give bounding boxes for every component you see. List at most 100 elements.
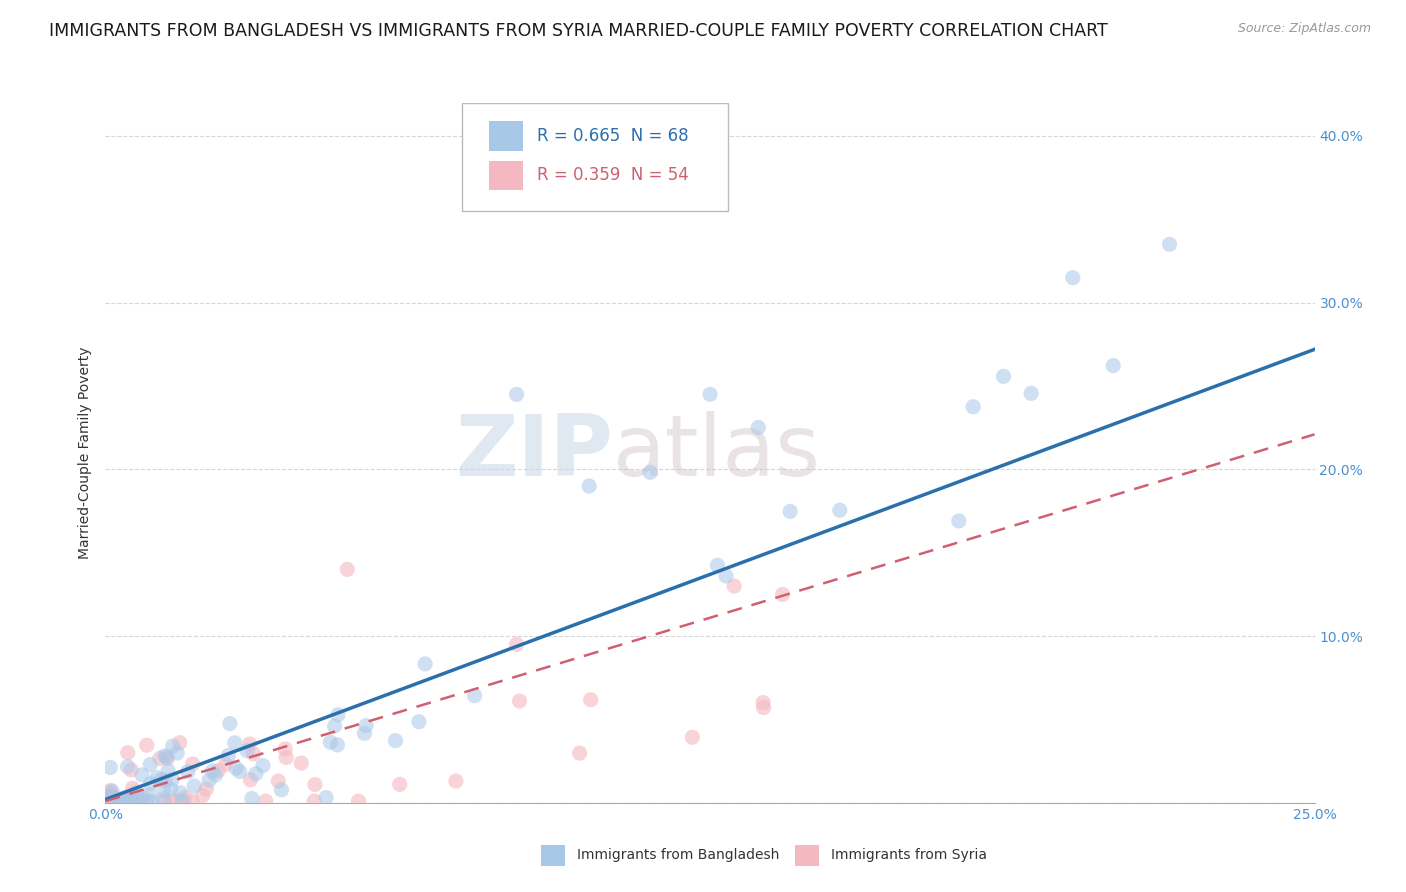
Point xyxy=(108,794,131,808)
Point xyxy=(747,420,769,434)
FancyBboxPatch shape xyxy=(463,103,728,211)
Point xyxy=(752,696,775,710)
Point xyxy=(153,773,176,788)
Point xyxy=(183,779,205,793)
Point xyxy=(201,764,224,778)
Point xyxy=(98,794,121,808)
Point xyxy=(131,768,153,782)
Point xyxy=(245,766,267,780)
Point xyxy=(139,757,162,772)
Point xyxy=(290,756,312,770)
Point xyxy=(101,789,124,803)
Point xyxy=(779,504,801,518)
Point xyxy=(681,731,703,745)
Text: atlas: atlas xyxy=(613,411,821,494)
Point xyxy=(98,794,121,808)
Point xyxy=(714,569,737,583)
Point xyxy=(578,479,600,493)
Point xyxy=(267,774,290,789)
Point xyxy=(132,790,155,805)
Point xyxy=(172,794,194,808)
Text: Immigrants from Syria: Immigrants from Syria xyxy=(831,848,987,863)
Point xyxy=(101,794,124,808)
Point xyxy=(236,744,259,758)
Point xyxy=(408,714,430,729)
Point xyxy=(98,794,121,808)
Point xyxy=(169,736,191,750)
Point xyxy=(166,794,188,808)
Point xyxy=(276,750,298,764)
Point xyxy=(98,794,121,808)
Point xyxy=(117,746,139,760)
Point xyxy=(388,777,411,791)
Point xyxy=(152,791,174,805)
Point xyxy=(139,777,162,791)
Point xyxy=(217,748,239,763)
Point xyxy=(138,788,160,802)
Point xyxy=(207,764,229,778)
Point xyxy=(204,768,226,782)
Point xyxy=(120,789,142,803)
Point xyxy=(239,737,262,751)
Point xyxy=(146,771,169,785)
Point xyxy=(254,794,277,808)
Point xyxy=(98,783,121,797)
Point xyxy=(162,739,184,753)
Point xyxy=(136,794,159,808)
Point xyxy=(153,748,176,763)
Point xyxy=(115,794,138,808)
Point xyxy=(384,733,406,747)
Point xyxy=(98,786,121,800)
Point xyxy=(120,763,142,777)
Point xyxy=(127,789,149,803)
Point xyxy=(114,790,136,805)
Point xyxy=(149,751,172,765)
Point xyxy=(413,657,436,671)
Point xyxy=(101,784,124,798)
Point xyxy=(111,794,134,808)
Point xyxy=(224,736,246,750)
Point xyxy=(174,790,197,805)
Point xyxy=(157,764,180,778)
Text: ZIP: ZIP xyxy=(456,411,613,494)
Point xyxy=(129,794,152,808)
Point xyxy=(240,791,263,805)
Text: Source: ZipAtlas.com: Source: ZipAtlas.com xyxy=(1237,22,1371,36)
Point xyxy=(948,514,970,528)
Point xyxy=(1019,386,1042,401)
Point xyxy=(274,742,297,756)
Point xyxy=(706,558,728,573)
Point xyxy=(752,700,775,714)
Point xyxy=(252,758,274,772)
Point xyxy=(270,782,292,797)
Point xyxy=(464,689,486,703)
Text: R = 0.359  N = 54: R = 0.359 N = 54 xyxy=(537,167,689,185)
Point xyxy=(181,756,204,771)
Point xyxy=(962,400,984,414)
Point xyxy=(155,750,177,764)
Point xyxy=(162,772,184,787)
Point xyxy=(444,774,467,789)
Point xyxy=(125,794,148,808)
Point xyxy=(509,694,531,708)
Point xyxy=(159,782,181,797)
Point xyxy=(319,735,342,749)
Point xyxy=(772,587,794,601)
Point xyxy=(118,794,141,808)
Point xyxy=(828,503,851,517)
Point xyxy=(1159,237,1181,252)
Point xyxy=(326,738,349,752)
Point xyxy=(110,794,132,808)
Point xyxy=(239,772,262,787)
Point xyxy=(579,692,602,706)
Point xyxy=(353,726,375,740)
Point xyxy=(160,794,183,808)
Point xyxy=(156,751,179,765)
Point xyxy=(505,387,527,401)
Point xyxy=(242,747,264,761)
Point xyxy=(195,782,218,797)
FancyBboxPatch shape xyxy=(489,121,523,151)
Point xyxy=(181,794,204,808)
Point xyxy=(108,794,131,808)
Point xyxy=(125,785,148,799)
